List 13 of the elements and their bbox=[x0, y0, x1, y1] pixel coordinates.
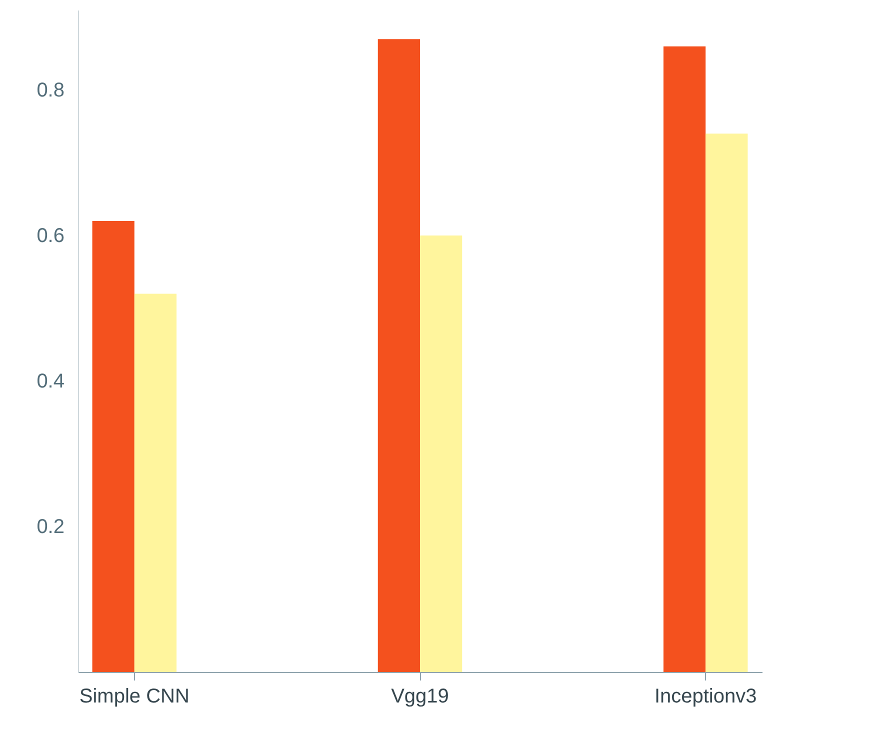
y-tick-label: 0.6 bbox=[36, 225, 64, 248]
y-tick-label: 0.4 bbox=[36, 370, 64, 393]
bar bbox=[663, 46, 706, 672]
bar bbox=[134, 294, 177, 672]
x-tick-label: Inceptionv3 bbox=[654, 686, 757, 708]
bar bbox=[420, 236, 462, 672]
x-tick-label: Simple CNN bbox=[79, 686, 190, 708]
y-tick-label: 0.8 bbox=[36, 80, 64, 102]
x-tick-label: Vgg19 bbox=[391, 686, 449, 708]
bar bbox=[92, 220, 134, 672]
bar bbox=[706, 134, 748, 672]
y-tick-label: 0.2 bbox=[36, 516, 64, 538]
bar bbox=[378, 39, 420, 672]
